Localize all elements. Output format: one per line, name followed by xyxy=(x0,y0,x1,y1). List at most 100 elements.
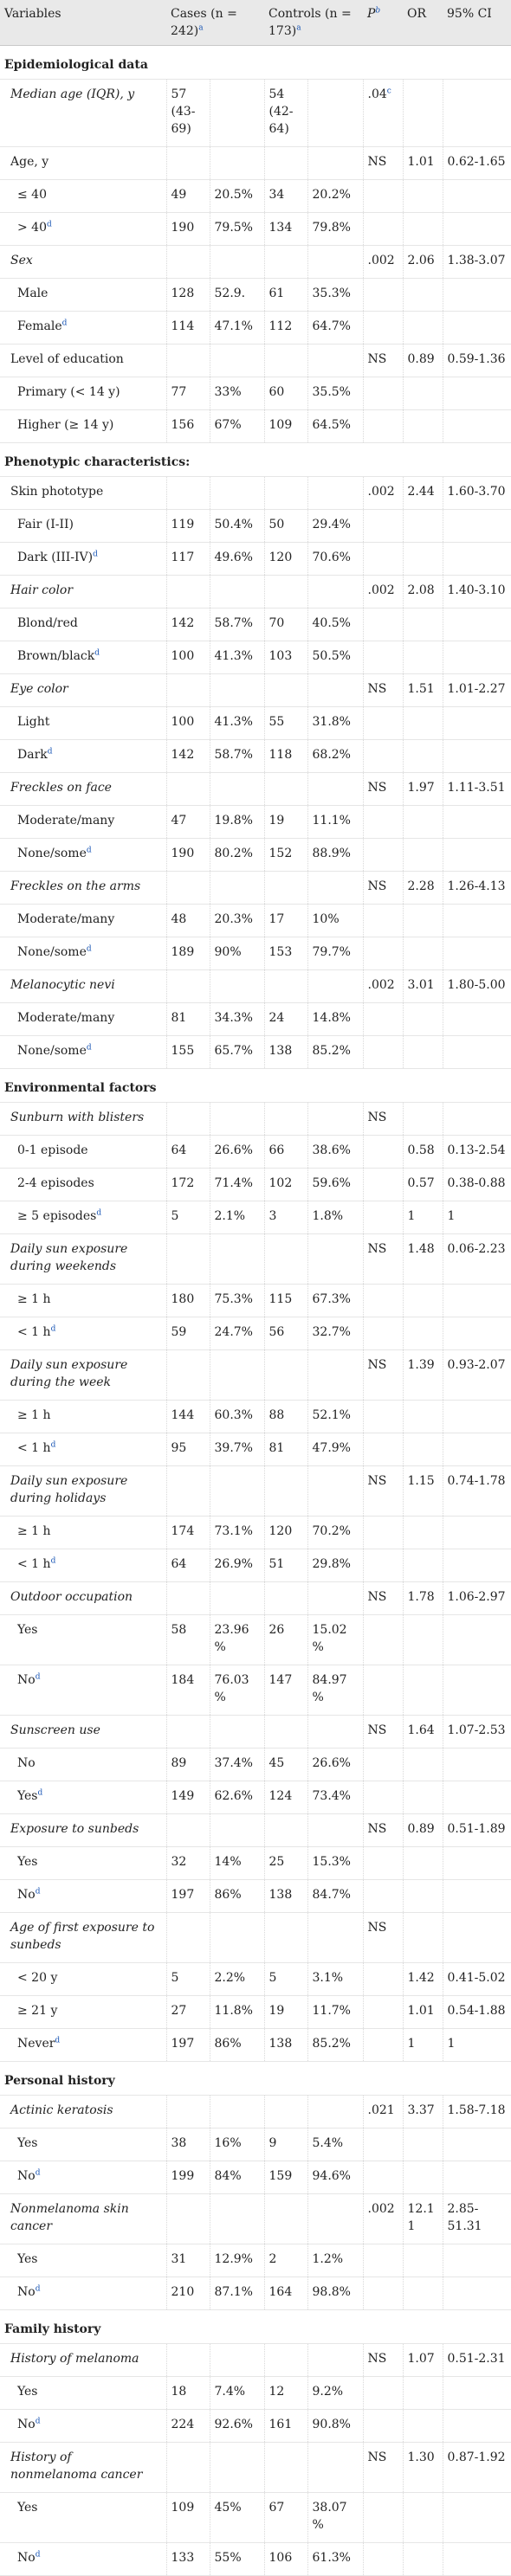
controls-n xyxy=(264,1349,308,1401)
cases-pct: 58.7% xyxy=(210,739,265,773)
p-value: .002 xyxy=(363,575,404,609)
cases-n xyxy=(166,2442,210,2493)
controls-n: 5 xyxy=(264,1962,308,1996)
footnote-link[interactable]: d xyxy=(61,319,68,328)
cases-n xyxy=(166,1349,210,1401)
footnote-link[interactable]: d xyxy=(35,1887,41,1897)
row-label: Yesd xyxy=(0,1781,167,1814)
p-value xyxy=(363,311,404,345)
controls-n: 25 xyxy=(264,1846,308,1880)
controls-n xyxy=(264,969,308,1003)
row-label: History of melanoma xyxy=(0,2343,167,2377)
confidence-interval xyxy=(443,2128,511,2161)
row-label-text: < 20 y xyxy=(17,1971,58,1985)
row-label-text: None/some xyxy=(17,847,87,860)
footnote-link[interactable]: d xyxy=(35,2168,41,2178)
cases-pct: 76.03% xyxy=(210,1665,265,1716)
footnote-link[interactable]: d xyxy=(47,220,52,229)
controls-pct: 5.4% xyxy=(307,2128,364,2161)
table-row: Moderate/many 48 20.3% 17 10% xyxy=(0,904,511,937)
cases-pct xyxy=(210,1912,265,1963)
row-label-text: Sunscreen use xyxy=(10,1723,100,1737)
confidence-interval: 1.58-7.18 xyxy=(443,2095,511,2128)
confidence-interval: 1.07-2.53 xyxy=(443,1715,511,1748)
cases-pct: 24.7% xyxy=(210,1317,265,1350)
cases-pct: 67% xyxy=(210,409,265,443)
table-row: ≥ 21 y 27 11.8% 19 11.7% 1.01 0.54-1.88 xyxy=(0,1995,511,2029)
footnote-link[interactable]: d xyxy=(37,1788,43,1798)
controls-n: 61 xyxy=(264,278,308,312)
controls-pct: 11.1% xyxy=(307,805,364,839)
footnote-link[interactable]: d xyxy=(50,1440,56,1450)
confidence-interval: 0.93-2.07 xyxy=(443,1349,511,1401)
row-label: Exposure to sunbeds xyxy=(0,1813,167,1847)
controls-n xyxy=(264,575,308,609)
footnote-link[interactable]: a xyxy=(296,23,301,33)
row-label: ≥ 1 h xyxy=(0,1516,167,1549)
controls-n xyxy=(264,2193,308,2244)
footnote-link[interactable]: d xyxy=(35,1672,41,1682)
cases-n: 31 xyxy=(166,2244,210,2277)
row-label: Nod xyxy=(0,2277,167,2310)
cases-n: 95 xyxy=(166,1433,210,1466)
odds-ratio xyxy=(403,278,443,312)
footnote-link[interactable]: d xyxy=(86,944,92,954)
header-or: OR xyxy=(403,0,443,46)
table-row: None/somed 190 80.2% 152 88.9% xyxy=(0,838,511,872)
footnote-link[interactable]: d xyxy=(55,2036,61,2045)
cases-n: 190 xyxy=(166,838,210,872)
row-label: Level of education xyxy=(0,344,167,377)
cases-n: 117 xyxy=(166,542,210,576)
footnote-link[interactable]: d xyxy=(86,1043,92,1053)
row-label-text: Female xyxy=(17,319,62,333)
odds-ratio xyxy=(403,212,443,246)
table-row: Higher (≥ 14 y) 156 67% 109 64.5% xyxy=(0,409,511,443)
cases-pct: 19.8% xyxy=(210,805,265,839)
cases-pct xyxy=(210,871,265,905)
row-label-text: Sex xyxy=(10,254,33,267)
confidence-interval xyxy=(443,79,511,147)
cases-n: 224 xyxy=(166,2409,210,2443)
controls-n: 134 xyxy=(264,212,308,246)
controls-pct xyxy=(307,245,364,279)
footnote-link[interactable]: c xyxy=(386,87,391,96)
controls-pct: 84.97% xyxy=(307,1665,364,1716)
cases-n: 57 (43-69) xyxy=(166,79,210,147)
controls-pct: 59.6% xyxy=(307,1168,364,1201)
footnote-link[interactable]: d xyxy=(86,846,92,855)
footnote-link[interactable]: d xyxy=(50,1324,56,1334)
footnote-link[interactable]: d xyxy=(35,2417,41,2426)
table-row: Dark (III-IV)d 117 49.6% 120 70.6% xyxy=(0,542,511,576)
row-label-text: > 40 xyxy=(17,221,47,235)
table-row: > 40d 190 79.5% 134 79.8% xyxy=(0,212,511,246)
variable-row: Age of first exposure to sunbeds NS xyxy=(0,1912,511,1963)
p-value xyxy=(363,706,404,740)
row-label: Hair color xyxy=(0,575,167,609)
cases-n: 89 xyxy=(166,1748,210,1781)
controls-pct: 38.07% xyxy=(307,2492,364,2543)
footnote-link[interactable]: d xyxy=(50,1556,56,1566)
footnote-link[interactable]: b xyxy=(375,6,381,16)
cases-pct: 41.3% xyxy=(210,706,265,740)
cases-pct: 7.4% xyxy=(210,2376,265,2410)
footnote-link[interactable]: a xyxy=(198,23,204,33)
p-value xyxy=(363,2542,404,2576)
footnote-link[interactable]: d xyxy=(35,2284,41,2294)
footnote-link[interactable]: d xyxy=(96,1208,102,1218)
footnote-link[interactable]: d xyxy=(93,550,98,559)
odds-ratio xyxy=(403,311,443,345)
table-row: Nod 184 76.03% 147 84.97% xyxy=(0,1665,511,1716)
controls-pct: 79.8% xyxy=(307,212,364,246)
footnote-link[interactable]: d xyxy=(47,747,53,757)
controls-pct: 35.5% xyxy=(307,377,364,410)
footnote-link[interactable]: d xyxy=(35,2550,41,2560)
p-value xyxy=(363,2277,404,2310)
footnote-link[interactable]: d xyxy=(94,648,100,658)
variable-row: Freckles on face NS 1.97 1.11-3.51 xyxy=(0,772,511,806)
odds-ratio xyxy=(403,904,443,937)
variable-row: Melanocytic nevi .002 3.01 1.80-5.00 xyxy=(0,969,511,1003)
section-header-row: Phenotypic characteristics: xyxy=(0,442,511,477)
controls-pct xyxy=(307,2095,364,2128)
odds-ratio: 1.01 xyxy=(403,146,443,180)
p-value-text: .002 xyxy=(367,583,395,597)
